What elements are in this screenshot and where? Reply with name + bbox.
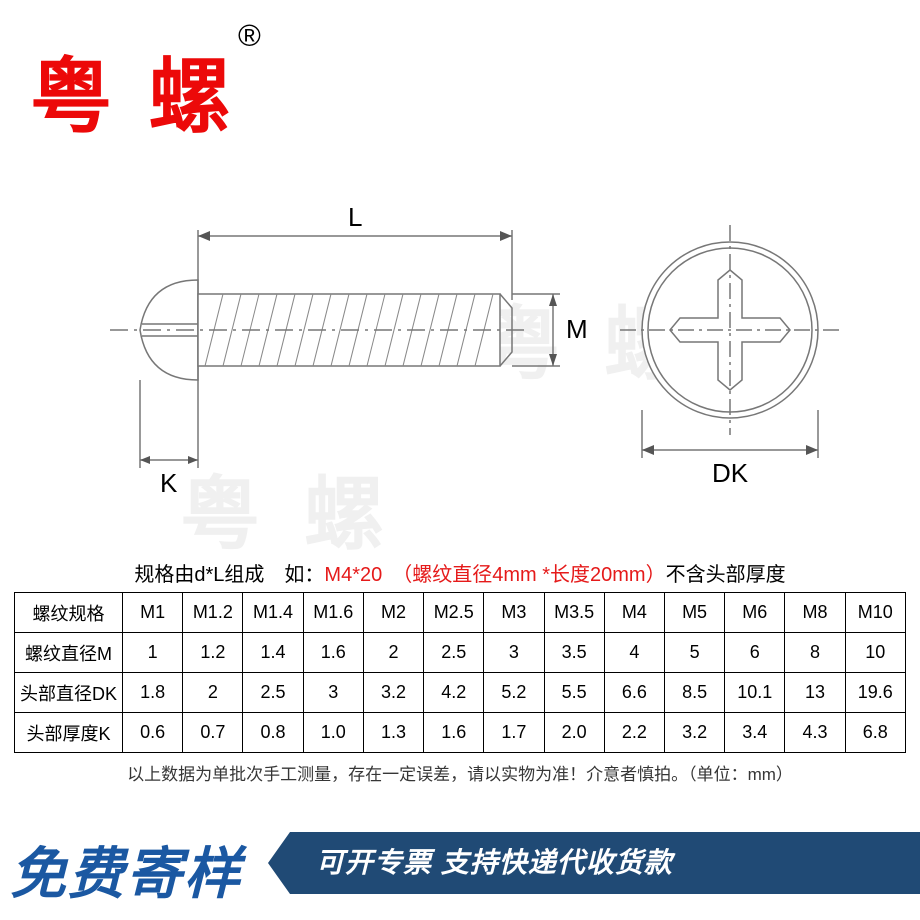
cell: 6.8 <box>845 713 905 753</box>
cell: 2.2 <box>604 713 664 753</box>
table-row: 螺纹直径M11.21.41.622.533.5456810 <box>15 633 906 673</box>
caption-part1: 规格由d*L组成 如： <box>134 564 324 586</box>
brand-logo: 粤 螺 <box>30 30 239 149</box>
row-label: 头部直径DK <box>15 673 123 713</box>
cell: 10 <box>845 633 905 673</box>
cell: 5.2 <box>484 673 544 713</box>
cell: 2.5 <box>424 633 484 673</box>
cell: 1.4 <box>243 633 303 673</box>
cell: 4.3 <box>785 713 845 753</box>
label-M: M <box>566 314 588 344</box>
registered-mark: ® <box>238 18 261 54</box>
cell: 2.0 <box>544 713 604 753</box>
cell: 10.1 <box>725 673 785 713</box>
cell: 6 <box>725 633 785 673</box>
spec-caption: 规格由d*L组成 如：M4*20 （螺纹直径4mm *长度20mm）不含头部厚度 <box>0 558 920 587</box>
cell: M1.4 <box>243 593 303 633</box>
cell: 1.7 <box>484 713 544 753</box>
cell: M6 <box>725 593 785 633</box>
table-row: 螺纹规格M1M1.2M1.4M1.6M2M2.5M3M3.5M4M5M6M8M1… <box>15 593 906 633</box>
label-L: L <box>348 202 362 232</box>
caption-part2: 不含头部厚度 <box>666 564 786 586</box>
label-DK: DK <box>712 458 749 488</box>
cell: M8 <box>785 593 845 633</box>
cell: 2 <box>363 633 423 673</box>
cell: M10 <box>845 593 905 633</box>
bottom-banner: 免费寄样 可开专票 支持快递代收货款 <box>0 810 920 920</box>
table-row: 头部直径DK1.822.533.24.25.25.56.68.510.11319… <box>15 673 906 713</box>
cell: 1.8 <box>123 673 183 713</box>
cell: M4 <box>604 593 664 633</box>
row-label: 螺纹规格 <box>15 593 123 633</box>
cell: 5 <box>664 633 724 673</box>
cell: 8.5 <box>664 673 724 713</box>
cell: 1.6 <box>303 633 363 673</box>
cell: M3 <box>484 593 544 633</box>
cell: 1.2 <box>183 633 243 673</box>
cell: 3 <box>484 633 544 673</box>
cell: 19.6 <box>845 673 905 713</box>
cell: 1.6 <box>424 713 484 753</box>
cell: 6.6 <box>604 673 664 713</box>
cell: 3.4 <box>725 713 785 753</box>
cell: M3.5 <box>544 593 604 633</box>
cell: 0.6 <box>123 713 183 753</box>
cell: 3 <box>303 673 363 713</box>
cell: M1.2 <box>183 593 243 633</box>
cell: M2 <box>363 593 423 633</box>
cell: M1.6 <box>303 593 363 633</box>
cell: M2.5 <box>424 593 484 633</box>
cell: 1.0 <box>303 713 363 753</box>
label-K: K <box>160 468 178 498</box>
cell: 8 <box>785 633 845 673</box>
blue-bar-text: 可开专票 支持快递代收货款 <box>316 847 673 878</box>
spec-table: 螺纹规格M1M1.2M1.4M1.6M2M2.5M3M3.5M4M5M6M8M1… <box>14 592 906 753</box>
table-row: 头部厚度K0.60.70.81.01.31.61.72.02.23.23.44.… <box>15 713 906 753</box>
cell: 5.5 <box>544 673 604 713</box>
cell: M5 <box>664 593 724 633</box>
blue-bar: 可开专票 支持快递代收货款 <box>290 832 920 894</box>
cell: 1 <box>123 633 183 673</box>
caption-red: M4*20 （螺纹直径4mm *长度20mm） <box>324 564 665 586</box>
cell: 4.2 <box>424 673 484 713</box>
cell: M1 <box>123 593 183 633</box>
row-label: 螺纹直径M <box>15 633 123 673</box>
screw-diagram: L M K DK <box>0 180 920 500</box>
cell: 13 <box>785 673 845 713</box>
cell: 2 <box>183 673 243 713</box>
cell: 0.7 <box>183 713 243 753</box>
cell: 4 <box>604 633 664 673</box>
cell: 3.5 <box>544 633 604 673</box>
measurement-note: 以上数据为单批次手工测量，存在一定误差，请以实物为准！介意者慎拍。（单位：mm） <box>0 760 920 785</box>
cell: 1.3 <box>363 713 423 753</box>
cell: 3.2 <box>664 713 724 753</box>
cell: 3.2 <box>363 673 423 713</box>
cell: 2.5 <box>243 673 303 713</box>
cell: 0.8 <box>243 713 303 753</box>
free-sample-text: 免费寄样 <box>10 829 242 910</box>
row-label: 头部厚度K <box>15 713 123 753</box>
